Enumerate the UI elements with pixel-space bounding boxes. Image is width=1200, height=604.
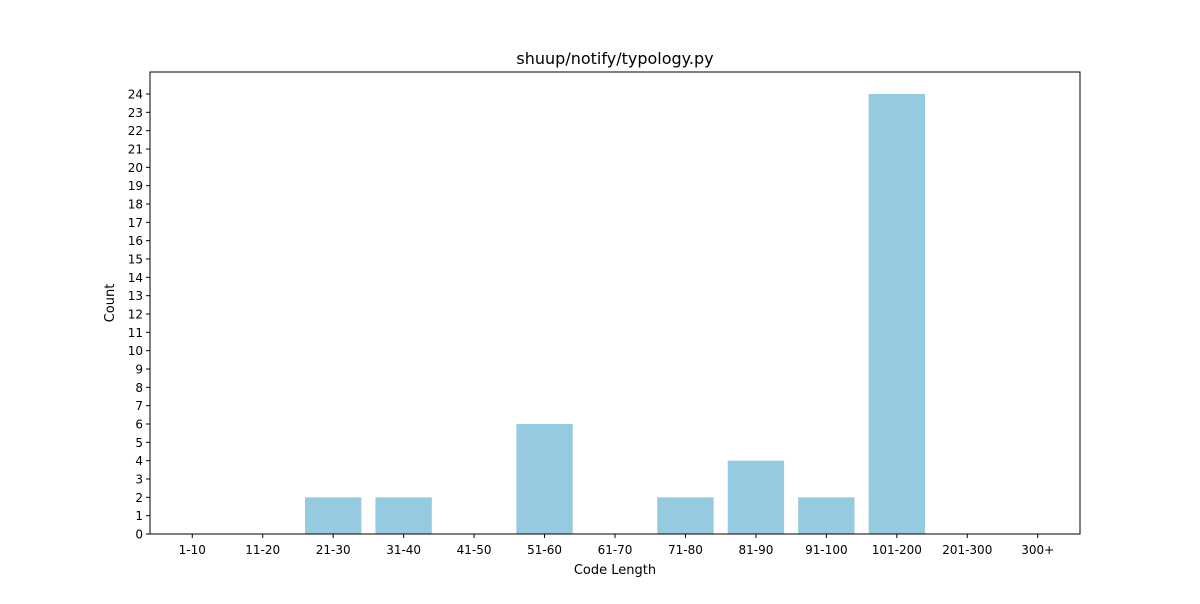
x-tick-label: 11-20 bbox=[245, 543, 280, 557]
y-tick-label: 17 bbox=[128, 216, 143, 230]
y-tick-label: 5 bbox=[135, 436, 143, 450]
x-tick-label: 201-300 bbox=[942, 543, 992, 557]
x-tick-label: 31-40 bbox=[386, 543, 421, 557]
bar-71-80 bbox=[657, 497, 714, 534]
y-tick-label: 13 bbox=[128, 289, 143, 303]
y-tick-label: 7 bbox=[135, 399, 143, 413]
x-tick-label: 51-60 bbox=[527, 543, 562, 557]
y-tick-label: 0 bbox=[135, 528, 143, 542]
y-tick-label: 8 bbox=[135, 381, 143, 395]
y-tick-label: 6 bbox=[135, 418, 143, 432]
x-tick-label: 101-200 bbox=[872, 543, 922, 557]
plot-area-frame bbox=[149, 71, 1081, 535]
y-tick-label: 2 bbox=[135, 491, 143, 505]
x-axis-label: Code Length bbox=[574, 563, 656, 578]
y-tick-label: 23 bbox=[128, 106, 143, 120]
y-tick-label: 20 bbox=[128, 161, 143, 175]
bar-91-100 bbox=[798, 497, 855, 534]
x-tick-label: 1-10 bbox=[179, 543, 206, 557]
bar-101-200 bbox=[868, 94, 925, 534]
y-tick-label: 1 bbox=[135, 509, 143, 523]
x-tick-label: 91-100 bbox=[805, 543, 848, 557]
y-axis-label: Count bbox=[103, 284, 118, 323]
y-tick-label: 12 bbox=[128, 308, 143, 322]
y-tick-label: 14 bbox=[128, 271, 143, 285]
y-tick-label: 4 bbox=[135, 454, 143, 468]
y-tick-label: 15 bbox=[128, 253, 143, 267]
bar-81-90 bbox=[727, 460, 785, 534]
y-tick-label: 19 bbox=[128, 179, 143, 193]
y-tick-label: 18 bbox=[128, 198, 143, 212]
bar-31-40 bbox=[375, 497, 432, 534]
bar-21-30 bbox=[305, 497, 362, 534]
bar-51-60 bbox=[516, 424, 573, 534]
y-tick-label: 24 bbox=[128, 88, 143, 102]
y-tick-label: 21 bbox=[128, 143, 143, 157]
x-tick-label: 61-70 bbox=[598, 543, 633, 557]
chart-title: shuup/notify/typology.py bbox=[516, 49, 713, 68]
y-tick-label: 22 bbox=[128, 124, 143, 138]
x-tick-label: 81-90 bbox=[738, 543, 773, 557]
y-tick-label: 16 bbox=[128, 234, 143, 248]
x-tick-label: 71-80 bbox=[668, 543, 703, 557]
x-tick-label: 21-30 bbox=[316, 543, 351, 557]
x-tick-label: 41-50 bbox=[457, 543, 492, 557]
y-tick-label: 10 bbox=[128, 344, 143, 358]
x-tick-label: 300+ bbox=[1021, 543, 1054, 557]
y-tick-label: 11 bbox=[128, 326, 143, 340]
y-tick-label: 9 bbox=[135, 363, 143, 377]
bars-group bbox=[305, 94, 925, 534]
y-tick-label: 3 bbox=[135, 473, 143, 487]
ticks-group: 1-10 11-20 21-30 31-40 41-50 51-60 61-70 71-80 8… bbox=[128, 88, 1054, 558]
